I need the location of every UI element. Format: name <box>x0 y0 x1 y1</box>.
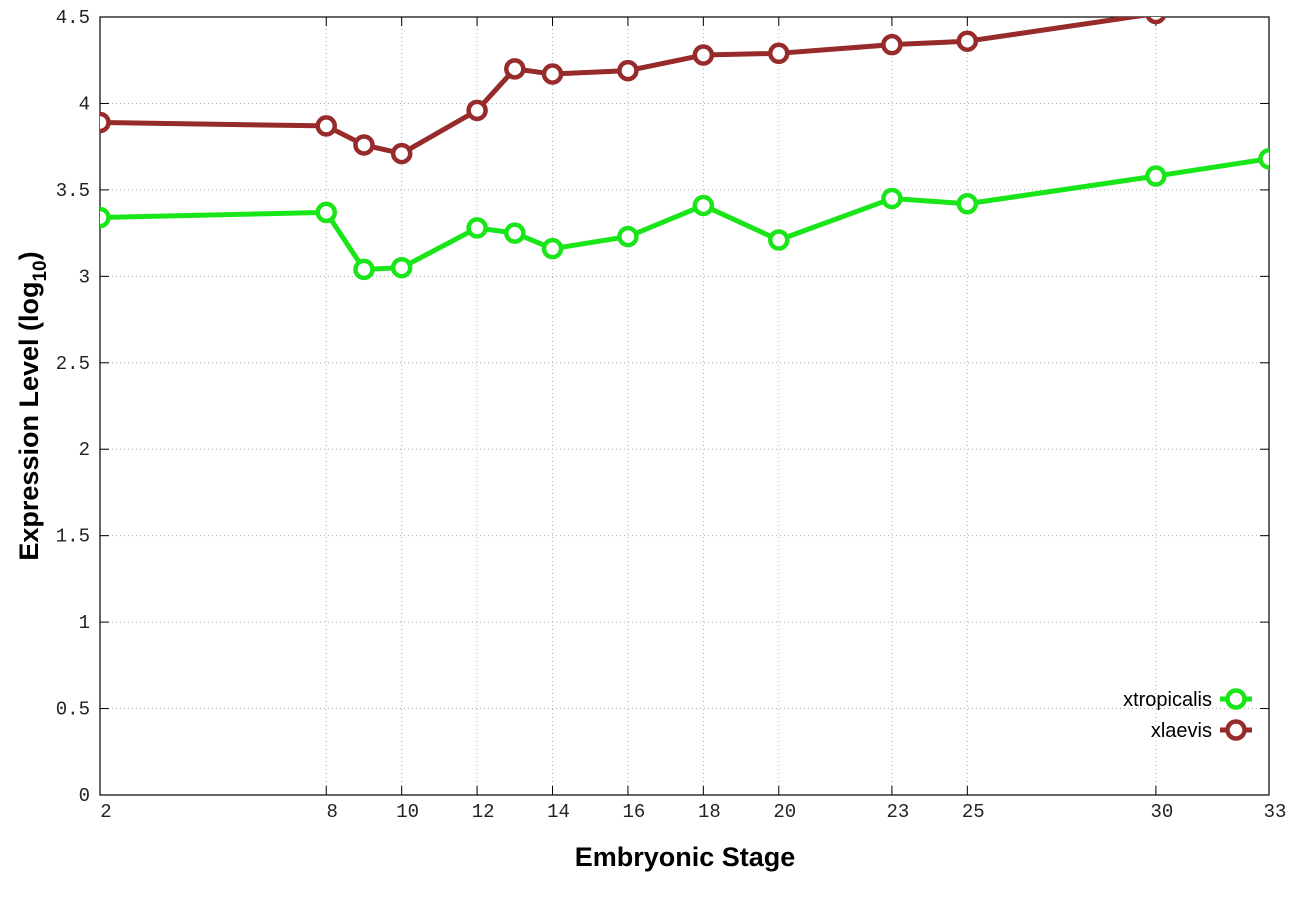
data-point <box>353 134 375 156</box>
data-point <box>692 194 715 217</box>
data-point <box>100 111 111 134</box>
legend-marker <box>1225 688 1247 710</box>
data-point <box>315 201 338 224</box>
y-tick-label: 4 <box>79 93 90 115</box>
series-line <box>100 17 1150 157</box>
data-point <box>1145 17 1167 25</box>
data-point <box>315 115 338 137</box>
y-tick-label: 0.5 <box>56 699 90 721</box>
y-axis-title-end: ) <box>14 251 44 260</box>
data-point <box>617 225 639 248</box>
legend-label: xtropicalis <box>1123 689 1212 711</box>
data-point <box>881 33 903 56</box>
y-tick-label: 4.5 <box>56 7 90 29</box>
x-tick-label: 2 <box>100 801 111 823</box>
x-tick-label: 16 <box>623 801 646 823</box>
x-tick-label: 25 <box>962 801 985 823</box>
y-tick-label: 1.5 <box>56 526 90 548</box>
x-tick-label: 30 <box>1150 801 1173 823</box>
y-axis-title-sub: 10 <box>30 260 51 281</box>
y-tick-label: 2.5 <box>56 353 90 375</box>
plot-frame <box>99 16 1270 796</box>
data-point <box>504 222 526 244</box>
y-axis-title-main: Expression Level (log <box>14 282 44 561</box>
x-tick-label: 14 <box>547 801 570 823</box>
data-point <box>1145 165 1167 187</box>
data-point <box>768 42 790 65</box>
data-point <box>956 30 979 52</box>
data-point <box>1258 148 1269 170</box>
y-axis-title: Expression Level (log10) <box>14 251 51 560</box>
data-point <box>390 256 413 279</box>
x-tick-label: 12 <box>472 801 495 823</box>
data-point <box>541 63 564 85</box>
data-point <box>100 206 111 229</box>
y-tick-label: 2 <box>79 439 90 461</box>
legend-marker <box>1225 719 1247 741</box>
data-point <box>466 217 488 239</box>
x-tick-label: 20 <box>773 801 796 823</box>
y-tick-label: 1 <box>79 612 90 634</box>
data-point <box>881 187 903 210</box>
data-point <box>768 229 790 251</box>
data-point <box>541 237 564 260</box>
data-point <box>956 192 979 215</box>
y-tick-label: 3 <box>79 266 90 288</box>
data-point <box>692 44 715 66</box>
y-tick-label: 0 <box>79 785 90 807</box>
data-point <box>617 59 639 82</box>
legend-label: xlaevis <box>1151 720 1212 742</box>
data-point <box>466 99 488 122</box>
data-point <box>504 58 526 80</box>
data-point <box>353 258 375 281</box>
plot-area <box>100 0 1278 281</box>
x-tick-label: 10 <box>396 801 419 823</box>
x-tick-label: 23 <box>886 801 909 823</box>
x-axis-title: Embryonic Stage <box>575 842 796 872</box>
data-point <box>390 142 413 165</box>
x-tick-label: 8 <box>327 801 338 823</box>
y-tick-label: 3.5 <box>56 180 90 202</box>
series-line <box>100 156 1269 272</box>
data-point <box>1261 0 1278 5</box>
x-tick-label: 33 <box>1264 801 1287 823</box>
x-tick-label: 18 <box>698 801 721 823</box>
